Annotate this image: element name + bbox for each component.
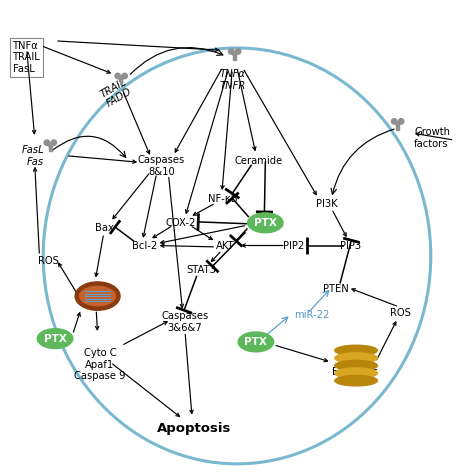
- Text: ROS: ROS: [37, 255, 58, 265]
- Bar: [396, 121, 399, 130]
- Text: ROS: ROS: [390, 308, 410, 318]
- Ellipse shape: [399, 118, 404, 124]
- Text: COX-2: COX-2: [165, 218, 195, 228]
- Text: Bax: Bax: [95, 223, 114, 233]
- Text: STAT3: STAT3: [187, 265, 217, 275]
- Text: PTX: PTX: [254, 218, 277, 228]
- Ellipse shape: [37, 328, 73, 348]
- Text: miR-22: miR-22: [294, 310, 329, 320]
- Text: PIP2: PIP2: [283, 240, 304, 250]
- Ellipse shape: [335, 353, 377, 363]
- Ellipse shape: [51, 140, 56, 146]
- Ellipse shape: [335, 345, 377, 356]
- Text: Caspases
3&6&7: Caspases 3&6&7: [161, 311, 209, 333]
- Text: Growth
factors: Growth factors: [414, 127, 450, 148]
- Text: TNFα
TRAIL
FasL: TNFα TRAIL FasL: [12, 41, 40, 74]
- Ellipse shape: [247, 213, 283, 233]
- Ellipse shape: [115, 73, 120, 79]
- Text: AKT: AKT: [216, 240, 235, 250]
- Ellipse shape: [75, 282, 120, 310]
- Ellipse shape: [335, 375, 377, 386]
- Ellipse shape: [44, 140, 50, 146]
- Text: Ceramide: Ceramide: [234, 156, 283, 166]
- Text: PTX: PTX: [245, 337, 267, 347]
- Text: NF-κB: NF-κB: [208, 194, 237, 204]
- Text: Apoptosis: Apoptosis: [157, 422, 232, 435]
- Text: Cyto C
Apaf1
Caspase 9: Cyto C Apaf1 Caspase 9: [74, 348, 126, 381]
- Text: Caspases
8&10: Caspases 8&10: [138, 155, 185, 177]
- Bar: [234, 51, 236, 60]
- Text: PI3K: PI3K: [316, 199, 337, 209]
- Ellipse shape: [335, 360, 377, 371]
- Text: PIP3: PIP3: [340, 240, 361, 250]
- Text: PTX: PTX: [44, 334, 66, 344]
- Ellipse shape: [228, 49, 234, 54]
- Ellipse shape: [122, 73, 128, 79]
- Text: Bcl-2: Bcl-2: [132, 240, 157, 250]
- Ellipse shape: [392, 118, 397, 124]
- Text: PTEN: PTEN: [323, 284, 349, 294]
- Bar: [120, 76, 122, 84]
- Text: ER stress: ER stress: [332, 367, 378, 377]
- Text: TNFα
TNFR: TNFα TNFR: [219, 69, 246, 91]
- Text: FasL
Fas: FasL Fas: [21, 145, 44, 166]
- Ellipse shape: [236, 49, 241, 54]
- Ellipse shape: [335, 368, 377, 378]
- Ellipse shape: [238, 332, 273, 352]
- Text: TRAIL
FADD: TRAIL FADD: [99, 76, 134, 109]
- Bar: [49, 143, 52, 151]
- Ellipse shape: [80, 286, 116, 306]
